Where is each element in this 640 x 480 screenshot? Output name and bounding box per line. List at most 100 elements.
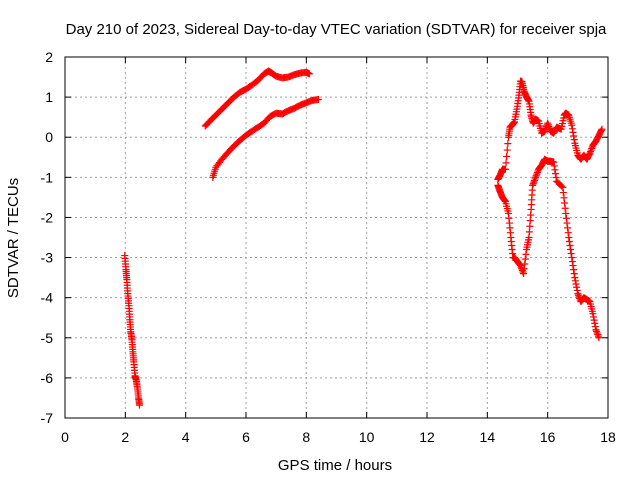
data-point — [595, 334, 603, 342]
data-point — [592, 326, 600, 334]
data-point — [501, 197, 509, 205]
data-point — [558, 182, 566, 190]
y-tick-label: -7 — [41, 410, 54, 426]
data-point — [569, 262, 577, 270]
data-point — [520, 270, 528, 278]
x-tick-label: 6 — [242, 429, 250, 445]
series-segment-upper — [201, 67, 313, 130]
data-point — [590, 316, 598, 324]
data-point — [591, 319, 599, 327]
series-segment-lower — [209, 96, 322, 181]
data-point — [561, 204, 569, 212]
data-point — [519, 268, 527, 276]
series-segment-early — [121, 252, 144, 409]
data-point — [501, 165, 509, 173]
data-point — [562, 214, 570, 222]
data-point — [589, 310, 597, 318]
x-tick-label: 16 — [540, 429, 556, 445]
data-point — [533, 169, 541, 177]
data-point — [594, 332, 602, 340]
data-point — [571, 277, 579, 285]
x-tick-label: 14 — [480, 429, 496, 445]
y-tick-label: -4 — [41, 290, 54, 306]
data-point — [517, 263, 525, 271]
data-point — [590, 313, 598, 321]
data-point — [532, 173, 540, 181]
data-point — [552, 173, 560, 181]
data-point — [559, 189, 567, 197]
data-point — [522, 250, 530, 258]
y-tick-label: 2 — [45, 49, 53, 65]
data-point — [571, 274, 579, 282]
data-point — [562, 209, 570, 217]
data-point — [550, 158, 558, 166]
chart-title: Day 210 of 2023, Sidereal Day-to-day VTE… — [66, 21, 607, 38]
y-tick-label: -2 — [41, 209, 54, 225]
data-point — [531, 175, 539, 183]
data-point — [588, 144, 596, 152]
data-point — [567, 250, 575, 258]
data-point — [587, 148, 595, 156]
data-point — [565, 238, 573, 246]
data-point — [305, 70, 313, 78]
data-point — [593, 329, 601, 337]
data-point — [597, 126, 605, 134]
x-tick-label: 18 — [600, 429, 616, 445]
data-point — [544, 121, 552, 129]
y-axis-label: SDTVAR / TECUs — [5, 178, 22, 298]
x-tick-label: 0 — [61, 429, 69, 445]
data-point — [551, 166, 559, 174]
y-tick-label: -6 — [41, 370, 54, 386]
data-point — [544, 119, 552, 127]
data-point — [570, 266, 578, 274]
data-point — [570, 132, 578, 140]
data-point — [529, 180, 537, 188]
grid — [65, 57, 608, 418]
data-point — [520, 265, 528, 273]
x-tick-label: 4 — [182, 429, 190, 445]
data-point — [593, 327, 601, 335]
x-axis-label: GPS time / hours — [278, 457, 392, 474]
data-point — [568, 121, 576, 129]
data-point — [545, 122, 553, 130]
series-segment-late-a — [494, 77, 606, 183]
data-point — [568, 254, 576, 262]
data-point — [533, 170, 541, 178]
data-point — [530, 178, 538, 186]
data-point — [568, 258, 576, 266]
data-point — [564, 229, 572, 237]
y-tick-label: 0 — [45, 129, 53, 145]
data-point — [541, 127, 549, 135]
data-point — [570, 136, 578, 144]
data-point — [502, 159, 510, 167]
data-points — [121, 67, 606, 409]
x-tick-label: 12 — [419, 429, 435, 445]
data-point — [569, 128, 577, 136]
data-point — [598, 125, 606, 133]
data-point — [545, 124, 553, 132]
data-point — [530, 177, 538, 185]
data-point — [573, 286, 581, 294]
series-segment-late-b — [494, 155, 603, 342]
data-point — [568, 125, 576, 133]
x-tick-label: 8 — [302, 429, 310, 445]
data-point — [517, 262, 525, 270]
data-point — [574, 291, 582, 299]
data-point — [587, 146, 595, 154]
y-tick-label: -3 — [41, 250, 54, 266]
data-point — [552, 170, 560, 178]
x-tick-label: 10 — [359, 429, 375, 445]
data-point — [564, 224, 572, 232]
data-point — [574, 290, 582, 298]
data-point — [570, 270, 578, 278]
x-tick-label: 2 — [121, 429, 129, 445]
data-point — [503, 152, 511, 160]
data-point — [500, 196, 508, 204]
data-point — [591, 323, 599, 331]
data-point — [561, 199, 569, 207]
data-point — [529, 181, 537, 189]
data-point — [563, 219, 571, 227]
y-tick-label: -1 — [41, 169, 54, 185]
